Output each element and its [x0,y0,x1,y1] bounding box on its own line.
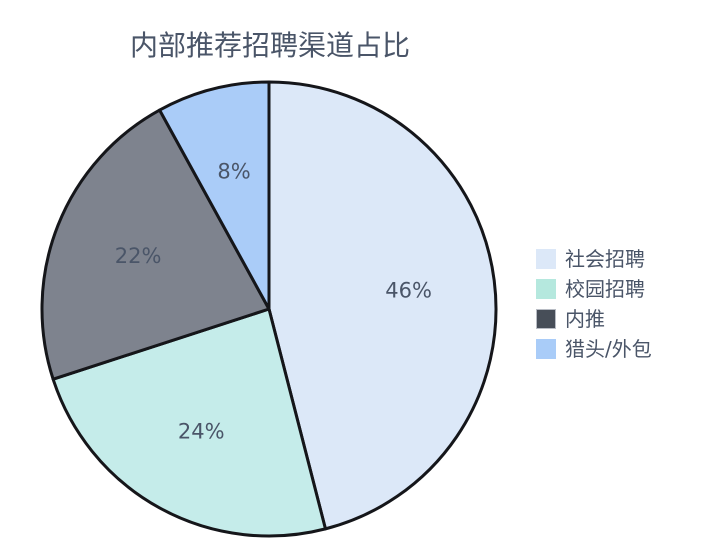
legend-swatch [536,279,556,299]
legend-item-label: 内推 [565,307,605,331]
pie-slices-group [40,80,498,538]
pie-slice [51,307,327,538]
legend-swatch [536,249,556,269]
pie-slice-value-label: 8% [217,160,250,184]
legend-swatch [536,309,556,329]
legend-item-label: 猎头/外包 [565,337,652,361]
chart-title: 内部推荐招聘渠道占比 [129,29,410,62]
pie-slice-labels-group: 46% 24% 22% 8% [115,160,432,444]
pie-slice [267,80,498,531]
legend-item[interactable]: 社会招聘 [536,244,706,274]
pie-chart-svg: 46% 24% 22% 8% [40,80,498,538]
pie-slice-value-label: 46% [385,278,432,302]
pie-slice [40,108,271,381]
pie-slice [158,80,271,311]
legend-item[interactable]: 校园招聘 [536,274,706,304]
legend-swatch [536,339,556,359]
legend-item-label: 校园招聘 [565,277,645,301]
legend-item[interactable]: 内推 [536,304,706,334]
legend-item-label: 社会招聘 [565,247,645,271]
pie-chart-plot-area: 46% 24% 22% 8% [38,80,500,542]
pie-slice-value-label: 22% [115,244,162,268]
legend-item[interactable]: 猎头/外包 [536,334,706,364]
chart-legend: 社会招聘校园招聘内推猎头/外包 [536,244,706,364]
pie-slice-value-label: 24% [178,419,225,443]
